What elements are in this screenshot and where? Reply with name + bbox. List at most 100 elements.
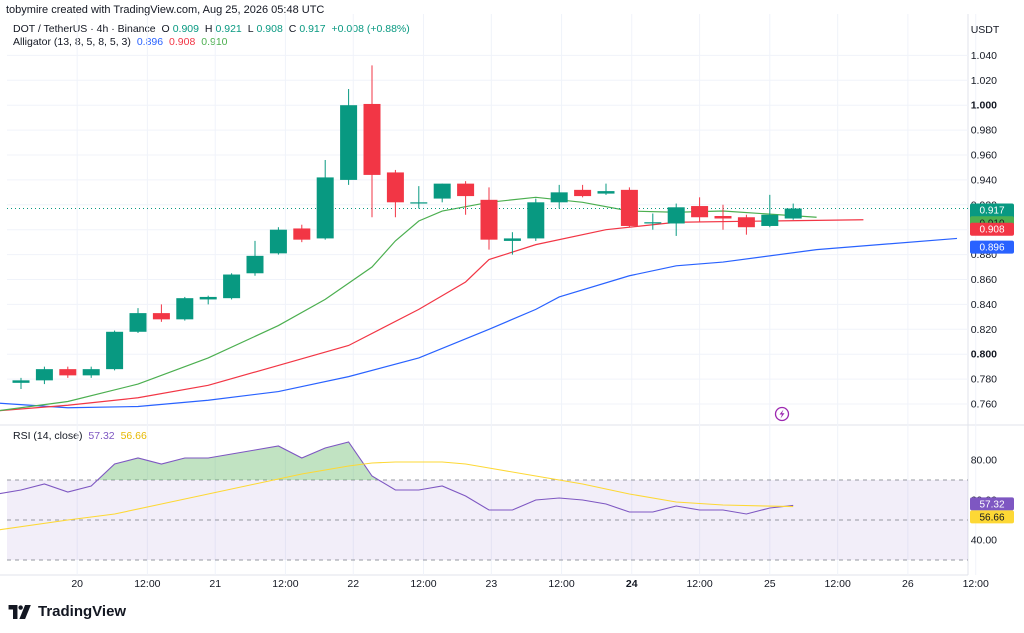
candle-body: [691, 206, 709, 218]
flash-icon[interactable]: [774, 406, 790, 422]
alligator-legend: Alligator (13, 8, 5, 8, 5, 3) 0.896 0.90…: [13, 36, 231, 48]
candle-body: [246, 255, 264, 274]
rsi-ma-line: [0, 461, 794, 531]
tradingview-brand: TradingView: [38, 603, 127, 620]
candle-body: [269, 229, 287, 254]
time-tick-label: 21: [209, 578, 221, 590]
rsi-value: 57.32: [88, 430, 115, 442]
time-tick-label: 24: [626, 578, 638, 590]
rsi-badge-text: 57.32: [979, 499, 1004, 510]
candle-body: [784, 208, 802, 219]
candle-body: [667, 207, 685, 224]
close-value: 0.917: [299, 23, 326, 35]
symbol-name: DOT / TetherUS · 4h · Binance: [13, 23, 156, 35]
jaw-badge: 0.896: [970, 240, 1014, 254]
candle-body: [644, 222, 662, 224]
candle-body: [340, 105, 358, 180]
time-tick-label: 23: [485, 578, 497, 590]
time-tick-label: 12:00: [825, 578, 851, 590]
candle-body: [410, 202, 428, 204]
high-value: 0.921: [215, 23, 242, 35]
candle-body: [597, 191, 615, 194]
price-tick-label: 0.840: [971, 299, 997, 311]
tradingview-logo-icon: [8, 604, 31, 619]
rsi-legend: RSI (14, close) 57.32 56.66: [13, 430, 150, 442]
close-label: C: [288, 23, 297, 35]
candle-body: [152, 313, 170, 320]
time-tick-label: 20: [71, 578, 83, 590]
price-tick-label: 1.040: [971, 50, 997, 62]
open-label: O: [161, 23, 170, 35]
time-axis: 20 12:00 21 12:00 22 12:00 23 12:00 24 12:00 25 12:…: [71, 578, 989, 590]
price-tick-label: 0.980: [971, 125, 997, 137]
price-tick-label: 0.940: [971, 174, 997, 186]
price-tick-label: 1.000: [971, 100, 997, 112]
candle-body: [59, 369, 77, 376]
rsi-ma-value: 56.66: [120, 430, 147, 442]
time-tick-label: 12:00: [548, 578, 574, 590]
teeth-badge-text: 0.908: [979, 225, 1004, 236]
candle-body: [129, 313, 147, 332]
candle-body: [527, 202, 545, 239]
candle-body: [457, 183, 475, 197]
candles: [12, 65, 802, 390]
time-tick-label: 22: [347, 578, 359, 590]
alligator-jaw-line: [0, 237, 958, 409]
time-tick-label: 12:00: [134, 578, 160, 590]
candle-body: [176, 298, 194, 320]
candle-body: [293, 228, 311, 240]
price-tick-label: 0.820: [971, 324, 997, 336]
candle-body: [199, 296, 217, 300]
rsi-badge: 57.32: [970, 497, 1014, 511]
price-tick-label: 0.800: [971, 349, 997, 361]
rsi-badge-bg: [970, 497, 1014, 511]
time-tick-label: 12:00: [686, 578, 712, 590]
low-label: L: [247, 23, 254, 35]
candle-body: [316, 177, 334, 239]
candle-body: [761, 214, 779, 226]
time-tick-label: 12:00: [963, 578, 989, 590]
open-value: 0.909: [172, 23, 199, 35]
price-tick-label: 0.860: [971, 274, 997, 286]
candle-body: [386, 172, 404, 203]
tradingview-logo[interactable]: TradingView: [8, 603, 126, 620]
rsi-tick-label: 40.00: [971, 535, 997, 547]
time-tick-label: 25: [764, 578, 776, 590]
rsi-ma-badge-text: 56.66: [979, 512, 1004, 523]
alligator-teeth-value: 0.908: [169, 36, 196, 48]
time-tick-label: 12:00: [410, 578, 436, 590]
price-tick-label: 1.020: [971, 75, 997, 87]
rsi-overbought-fill: [97, 442, 379, 480]
candle-body: [503, 238, 521, 241]
candle-body: [223, 274, 241, 299]
change-value: +0.008 (+0.88%): [331, 23, 410, 35]
candle-body: [480, 199, 498, 240]
rsi-line: [0, 441, 794, 515]
rsi-ma-badge: 56.66: [970, 510, 1014, 524]
price-tick-label: 0.960: [971, 150, 997, 162]
candle-body: [363, 103, 381, 175]
teeth-badge: 0.908: [970, 222, 1014, 236]
alligator-label: Alligator (13, 8, 5, 8, 5, 3): [13, 36, 131, 48]
price-tick-label: 0.760: [971, 399, 997, 411]
high-label: H: [204, 23, 213, 35]
chart-credit: tobymire created with TradingView.com, A…: [6, 4, 325, 16]
low-value: 0.908: [256, 23, 283, 35]
price-axis: 0.7600.7800.8000.8200.8400.8600.8800.900…: [971, 50, 997, 547]
alligator-lips-line: [0, 196, 817, 412]
alligator-lips-value: 0.910: [201, 36, 228, 48]
candle-body: [737, 217, 755, 228]
jaw-badge-bg: [970, 240, 1014, 254]
rsi-label: RSI (14, close): [13, 430, 83, 442]
currency-label: USDT: [971, 24, 1000, 36]
candle-body: [620, 189, 638, 226]
time-tick-label: 26: [902, 578, 914, 590]
candle-body: [550, 192, 568, 203]
candle-body: [574, 189, 592, 197]
last-price-badge-text: 0.917: [979, 206, 1004, 217]
candle-body: [82, 369, 100, 376]
candle-body: [714, 216, 732, 219]
candle-body: [12, 380, 30, 383]
